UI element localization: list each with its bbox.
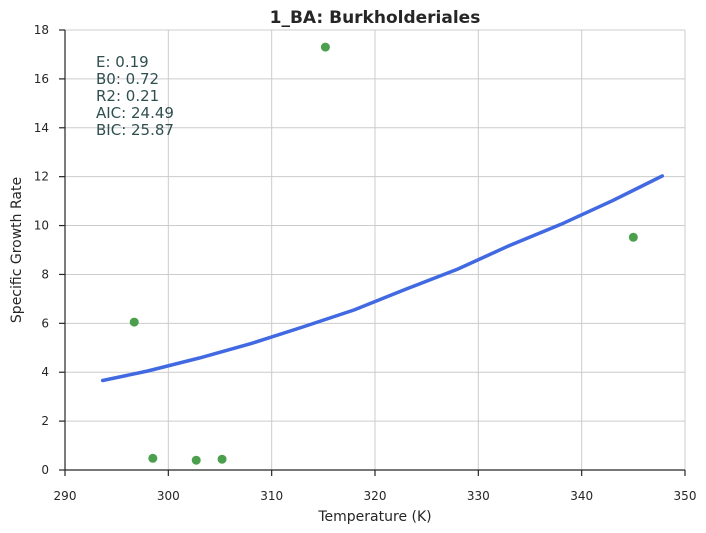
data-point (628, 232, 638, 242)
stat-aic: AIC: 24.49 (96, 104, 174, 122)
fit-statistics: E: 0.19 B0: 0.72 R2: 0.21 AIC: 24.49 BIC… (96, 53, 174, 139)
y-tick-label: 14 (34, 121, 49, 135)
data-point (217, 454, 227, 464)
stat-r2: R2: 0.21 (96, 87, 159, 105)
chart-title: 1_BA: Burkholderiales (270, 8, 481, 28)
y-tick-label: 4 (41, 365, 49, 379)
y-ticks: 0 2 4 6 8 10 12 14 16 18 (34, 23, 65, 477)
y-tick-label: 10 (34, 219, 49, 233)
fitted-curve (100, 174, 665, 383)
x-tick-label: 340 (570, 489, 593, 503)
y-axis-label: Specific Growth Rate (9, 177, 25, 323)
x-axis-label: Temperature (K) (317, 509, 431, 525)
data-series (100, 42, 665, 465)
data-point (129, 317, 139, 327)
y-tick-label: 18 (34, 23, 49, 37)
data-point (191, 455, 201, 465)
x-tick-label: 330 (467, 489, 490, 503)
x-tick-label: 290 (54, 489, 77, 503)
data-point (320, 42, 330, 52)
x-tick-label: 300 (157, 489, 180, 503)
y-tick-label: 6 (41, 316, 49, 330)
data-point (148, 453, 158, 463)
y-tick-label: 8 (41, 267, 49, 281)
x-tick-label: 310 (260, 489, 283, 503)
stat-b0: B0: 0.72 (96, 70, 159, 88)
stat-bic: BIC: 25.87 (96, 121, 174, 139)
x-tick-label: 320 (364, 489, 387, 503)
grid-lines (65, 29, 686, 470)
x-ticks: 290 300 310 320 330 340 350 (54, 470, 697, 503)
y-tick-label: 16 (34, 72, 49, 86)
y-tick-label: 12 (34, 170, 49, 184)
stat-e: E: 0.19 (96, 53, 149, 71)
x-tick-label: 350 (674, 489, 697, 503)
y-tick-label: 2 (41, 414, 49, 428)
y-tick-label: 0 (41, 463, 49, 477)
